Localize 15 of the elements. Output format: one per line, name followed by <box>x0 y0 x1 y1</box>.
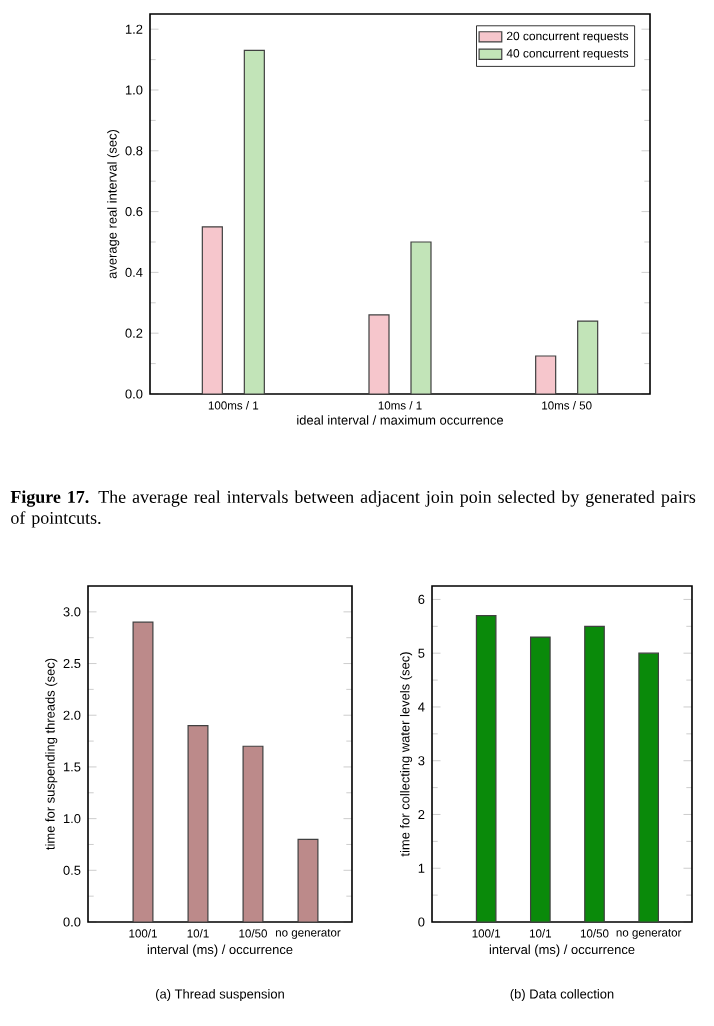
bar <box>410 241 432 395</box>
bar <box>584 625 605 923</box>
bar <box>368 314 390 395</box>
bar <box>535 355 557 395</box>
bar <box>297 838 319 923</box>
bar <box>529 636 551 923</box>
text: Figure 17. The average real intervals between adjacent join poin selected by generated pairs of pointcuts. <box>10 490 696 528</box>
bar <box>243 49 265 395</box>
bar <box>132 621 154 923</box>
bar <box>201 226 223 395</box>
bar <box>187 724 209 923</box>
bar <box>638 652 660 923</box>
bar <box>577 320 599 395</box>
bar <box>475 614 497 923</box>
bar <box>242 745 264 923</box>
